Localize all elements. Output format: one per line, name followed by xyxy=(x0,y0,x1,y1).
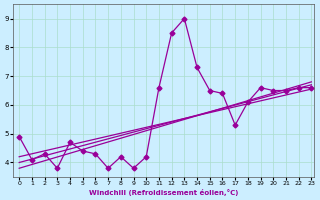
X-axis label: Windchill (Refroidissement éolien,°C): Windchill (Refroidissement éolien,°C) xyxy=(89,189,238,196)
